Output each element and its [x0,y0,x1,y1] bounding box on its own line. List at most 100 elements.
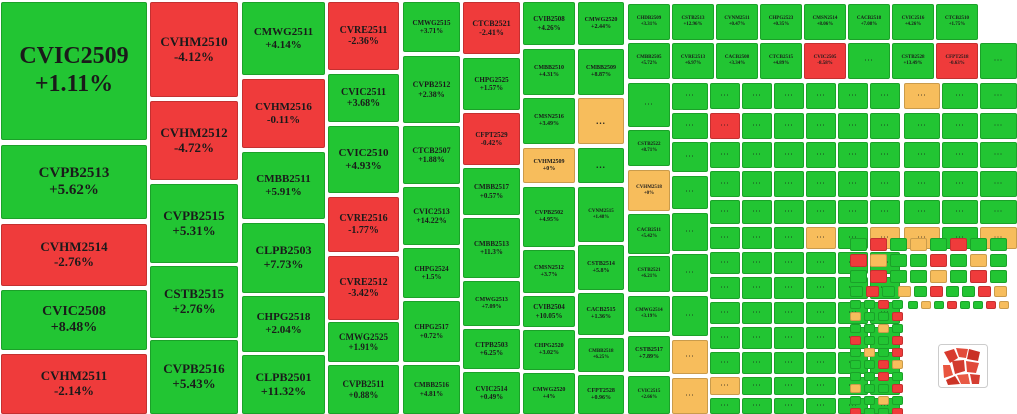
treemap-tile[interactable]: CVIC2505 -8.58% [804,43,846,79]
treemap-tile[interactable]: CVHM2512 -4.72% [150,101,238,180]
treemap-tile[interactable]: CMBB2513 +11.3% [463,218,520,278]
treemap-tile[interactable]: CFPT2528 +0.96% [578,375,624,414]
treemap-tile-collapsed[interactable]: ··· [980,113,1017,139]
treemap-tile-collapsed[interactable]: ··· [806,227,836,249]
treemap-tile[interactable]: CVPB2515 +5.31% [150,184,238,263]
treemap-tile-collapsed[interactable]: ··· [806,83,836,109]
treemap-tile[interactable]: CSTB2521 +6.21% [628,256,670,292]
treemap-tile[interactable]: CSTB2513 +12.96% [672,4,714,40]
treemap-tile-mini[interactable] [946,286,959,297]
treemap-tile[interactable]: CMBB2511 +5.91% [242,152,325,219]
treemap-tile[interactable]: CACB2508 +3.34% [716,43,758,79]
treemap-tile-collapsed[interactable]: ··· [710,83,740,109]
treemap-tile-mini[interactable] [934,301,944,309]
treemap-tile-collapsed[interactable]: ··· [838,200,868,224]
treemap-tile[interactable]: CFPT2529 -0.42% [463,113,520,165]
treemap-tile-collapsed[interactable]: ··· [742,142,772,168]
treemap-tile[interactable]: CMWG2515 +3.71% [403,2,460,52]
treemap-tile[interactable]: CSTB2515 +2.76% [150,266,238,338]
treemap-tile[interactable]: CHPG2525 +1.57% [463,58,520,110]
treemap-tile-collapsed[interactable]: ··· [904,142,940,168]
treemap-tile-mini[interactable] [850,336,861,345]
treemap-tile-collapsed[interactable]: ··· [838,171,868,197]
treemap-tile-collapsed[interactable]: ··· [774,200,804,224]
treemap-tile[interactable]: CVRE2513 +6.97% [672,43,714,79]
treemap-tile-collapsed[interactable]: ··· [710,142,740,168]
treemap-tile-mini[interactable] [878,408,889,414]
treemap-tile-collapsed[interactable]: ··· [942,113,978,139]
treemap-tile[interactable]: CVPB2511 +0.88% [328,365,399,414]
treemap-tile-mini[interactable] [910,270,927,283]
treemap-tile-mini[interactable] [850,360,861,369]
treemap-tile-collapsed[interactable]: ··· [980,200,1017,224]
treemap-tile-mini[interactable] [990,270,1007,283]
treemap-tile[interactable]: CVNM2511 +0.47% [716,4,758,40]
treemap-tile[interactable]: CHPG2518 +2.04% [242,296,325,352]
treemap-tile[interactable]: CHPG2520 +3.02% [523,330,575,370]
treemap-tile-mini[interactable] [878,324,889,333]
treemap-tile-collapsed[interactable]: ··· [710,327,740,349]
treemap-tile-collapsed[interactable]: ··· [806,327,836,349]
treemap-tile-collapsed[interactable]: ··· [942,171,978,197]
treemap-tile-mini[interactable] [850,254,867,267]
treemap-tile-mini[interactable] [864,372,875,381]
treemap-tile-collapsed[interactable]: ··· [774,327,804,349]
treemap-tile-collapsed[interactable]: ··· [838,113,868,139]
treemap-tile-collapsed[interactable]: ··· [806,398,836,414]
treemap-tile[interactable]: CVHM2518 +0% [628,170,670,211]
treemap-tile-mini[interactable] [930,270,947,283]
treemap-tile-mini[interactable] [870,270,887,283]
treemap-tile[interactable]: CTPB2503 +6.25% [463,329,520,369]
treemap-tile[interactable]: CMWG2520 +4% [523,373,575,414]
treemap-tile[interactable]: CVNM2515 +1.48% [578,187,624,242]
treemap-tile-mini[interactable] [864,348,875,357]
treemap-tile-mini[interactable] [878,336,889,345]
treemap-tile[interactable]: CMBB2516 +4.81% [403,365,460,414]
treemap-tile-mini[interactable] [898,286,911,297]
treemap-tile-mini[interactable] [878,300,889,309]
treemap-tile-mini[interactable] [892,396,903,405]
treemap-tile[interactable]: CLPB2501 +11.32% [242,355,325,414]
treemap-tile-collapsed[interactable]: ··· [980,171,1017,197]
treemap-tile-collapsed[interactable]: ··· [774,171,804,197]
treemap-tile[interactable]: CVRE2512 -3.42% [328,256,399,320]
treemap-tile-collapsed[interactable]: ··· [742,171,772,197]
treemap-tile-collapsed[interactable]: ··· [672,296,708,336]
treemap-tile[interactable]: CFPT2518 -0.63% [936,43,978,79]
treemap-tile-collapsed[interactable]: ··· [904,113,940,139]
treemap-tile[interactable]: CVRE2511 -2.36% [328,2,399,70]
treemap-tile-collapsed[interactable]: ··· [742,327,772,349]
treemap-tile-mini[interactable] [850,408,861,414]
treemap-tile[interactable]: CMSN2516 +3.49% [523,98,575,144]
treemap-tile-mini[interactable] [892,300,903,309]
treemap-tile-mini[interactable] [930,254,947,267]
treemap-tile[interactable]: ... [578,98,624,144]
treemap-tile-collapsed[interactable]: ··· [742,302,772,324]
treemap-tile-collapsed[interactable]: ··· [672,176,708,209]
treemap-tile-collapsed[interactable]: ··· [710,252,740,274]
treemap-tile-mini[interactable] [978,286,991,297]
treemap-tile-mini[interactable] [950,270,967,283]
treemap-tile-collapsed[interactable]: ··· [942,200,978,224]
treemap-tile-collapsed[interactable]: ··· [672,83,708,110]
treemap-tile[interactable]: CTCB2521 -2.41% [463,2,520,54]
treemap-tile-collapsed[interactable]: ··· [672,254,708,292]
treemap-tile-collapsed[interactable]: ··· [742,113,772,139]
treemap-tile-mini[interactable] [864,396,875,405]
treemap-tile-mini[interactable] [910,254,927,267]
treemap-tile-mini[interactable] [850,300,861,309]
treemap-tile-collapsed[interactable]: ··· [806,377,836,395]
treemap-tile-mini[interactable] [890,270,907,283]
treemap-tile-collapsed[interactable]: ··· [742,377,772,395]
treemap-tile[interactable]: CVIC2510 +4.93% [328,126,399,193]
treemap-tile[interactable]: CTCB2515 +4.89% [760,43,802,79]
treemap-tile[interactable]: CMWG2511 +4.14% [242,2,325,75]
treemap-tile-mini[interactable] [864,324,875,333]
treemap-tile[interactable]: CVRE2516 -1.77% [328,197,399,252]
treemap-tile-mini[interactable] [864,336,875,345]
treemap-tile-mini[interactable] [850,312,861,321]
treemap-tile-mini[interactable] [970,270,987,283]
treemap-tile[interactable]: CVIC2508 +8.48% [1,290,147,350]
treemap-tile-mini[interactable] [990,238,1007,251]
treemap-tile-collapsed[interactable]: ··· [980,83,1017,109]
